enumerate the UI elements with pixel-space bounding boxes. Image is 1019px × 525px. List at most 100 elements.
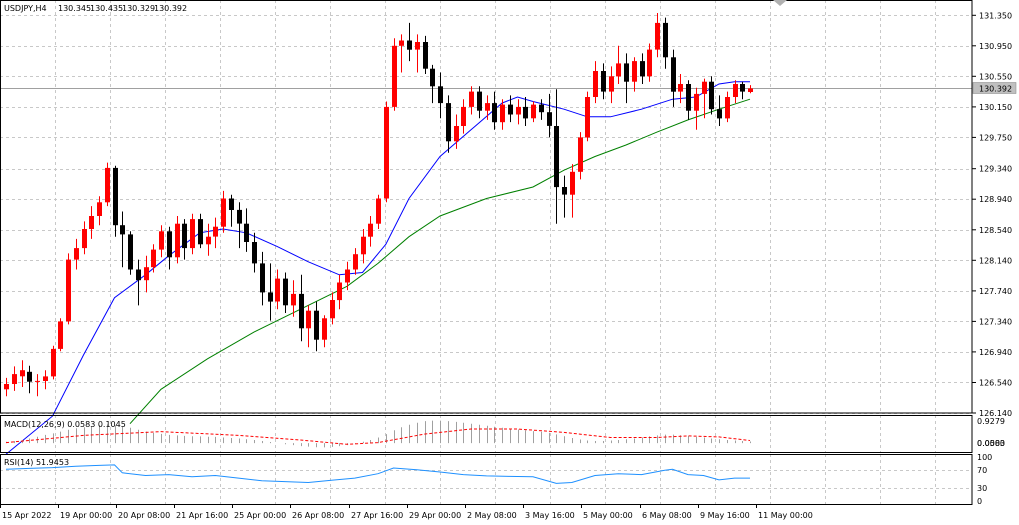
time-tick-label: 20 Apr 08:00 — [118, 511, 170, 520]
candle-body — [423, 42, 428, 69]
candle — [213, 217, 218, 249]
candle-body — [58, 321, 63, 349]
candle-body — [74, 248, 79, 260]
candle — [74, 238, 79, 270]
candle — [144, 255, 149, 293]
candle-body — [368, 223, 373, 237]
candle — [531, 101, 536, 123]
candle-body — [159, 231, 164, 250]
candle-body — [392, 45, 397, 107]
candle — [702, 78, 707, 119]
candle — [678, 74, 683, 104]
candle-body — [182, 223, 187, 249]
candle-body — [454, 126, 459, 142]
candle-body — [299, 293, 304, 329]
price-tick-label: 129.750 — [979, 133, 1012, 142]
candle-body — [82, 229, 87, 249]
ma-fast-line — [5, 81, 750, 455]
candle — [438, 72, 443, 119]
macd-label: MACD(12,26,9) 0.0583 0.1045 — [4, 420, 126, 429]
price-tick-label: 128.540 — [979, 226, 1012, 235]
chart-shift-marker-icon — [773, 0, 787, 6]
candle-body — [66, 259, 71, 322]
candle — [58, 318, 63, 352]
candle-body — [51, 348, 56, 377]
candle-body — [678, 84, 683, 92]
candle — [725, 91, 730, 123]
candle — [283, 272, 288, 313]
rsi-tick-label: 70 — [977, 466, 987, 475]
candle — [229, 194, 234, 227]
candle-body — [601, 71, 606, 92]
candle-body — [407, 40, 412, 50]
candle-body — [268, 292, 273, 302]
candle — [733, 80, 738, 104]
candle — [105, 162, 110, 207]
candle — [27, 365, 32, 394]
candle-body — [260, 263, 265, 293]
candle-body — [415, 42, 420, 50]
time-tick-label: 11 May 00:00 — [758, 511, 813, 520]
candle-body — [97, 202, 102, 216]
ma-slow-line — [129, 98, 751, 425]
candle-body — [655, 22, 660, 50]
candle — [740, 81, 745, 100]
candle-body — [500, 104, 505, 123]
candle-body — [702, 81, 707, 94]
price-tick-label: 127.740 — [979, 287, 1012, 296]
candle-body — [531, 104, 536, 119]
candle-body — [640, 61, 645, 77]
time-tick-label: 15 Apr 2022 — [2, 511, 51, 520]
candle — [291, 280, 296, 317]
candle — [198, 213, 203, 249]
rsi-label: RSI(14) 51.9453 — [4, 458, 69, 467]
price-tick-label: 129.340 — [979, 165, 1012, 174]
rsi-line — [5, 464, 750, 484]
price-tick-label: 130.950 — [979, 42, 1012, 51]
candle — [43, 370, 48, 390]
candle — [624, 53, 629, 104]
candle — [66, 253, 71, 325]
candle — [616, 45, 621, 84]
candle — [361, 229, 366, 264]
candle-body — [314, 310, 319, 340]
price-tick-label: 130.150 — [979, 103, 1012, 112]
candle — [717, 95, 722, 126]
candle — [120, 211, 125, 268]
grid-layer — [0, 0, 972, 504]
candle-body — [570, 171, 575, 195]
candle — [159, 225, 164, 258]
candle — [500, 99, 505, 130]
candle — [539, 99, 544, 120]
candle — [322, 315, 327, 348]
candle — [570, 164, 575, 218]
price-tick-label: 126.940 — [979, 348, 1012, 357]
candle-body — [167, 231, 172, 258]
candle-body — [516, 106, 521, 115]
candle — [330, 292, 335, 325]
candle — [585, 91, 590, 142]
candle — [337, 274, 342, 310]
candle-body — [585, 97, 590, 138]
time-tick-label: 26 Apr 08:00 — [292, 511, 344, 520]
candle-body — [229, 198, 234, 210]
macd-pane-frame — [0, 415, 973, 453]
candle-body — [20, 370, 25, 377]
candle-body — [562, 187, 567, 195]
price-tick-label: 131.350 — [979, 11, 1012, 20]
candle — [353, 248, 358, 275]
header-low: 130.329 — [122, 4, 155, 13]
candle-body — [353, 254, 358, 270]
time-tick-label: 9 May 16:00 — [700, 511, 750, 520]
candle-body — [430, 68, 435, 87]
candle-body — [221, 198, 226, 227]
candle-body — [244, 223, 249, 242]
candle — [151, 244, 156, 273]
candle — [492, 91, 497, 130]
time-tick-label: 25 Apr 00:00 — [234, 511, 286, 520]
candle — [206, 223, 211, 256]
candle-body — [213, 226, 218, 237]
candle-body — [469, 91, 474, 107]
frames-layer — [0, 0, 973, 505]
